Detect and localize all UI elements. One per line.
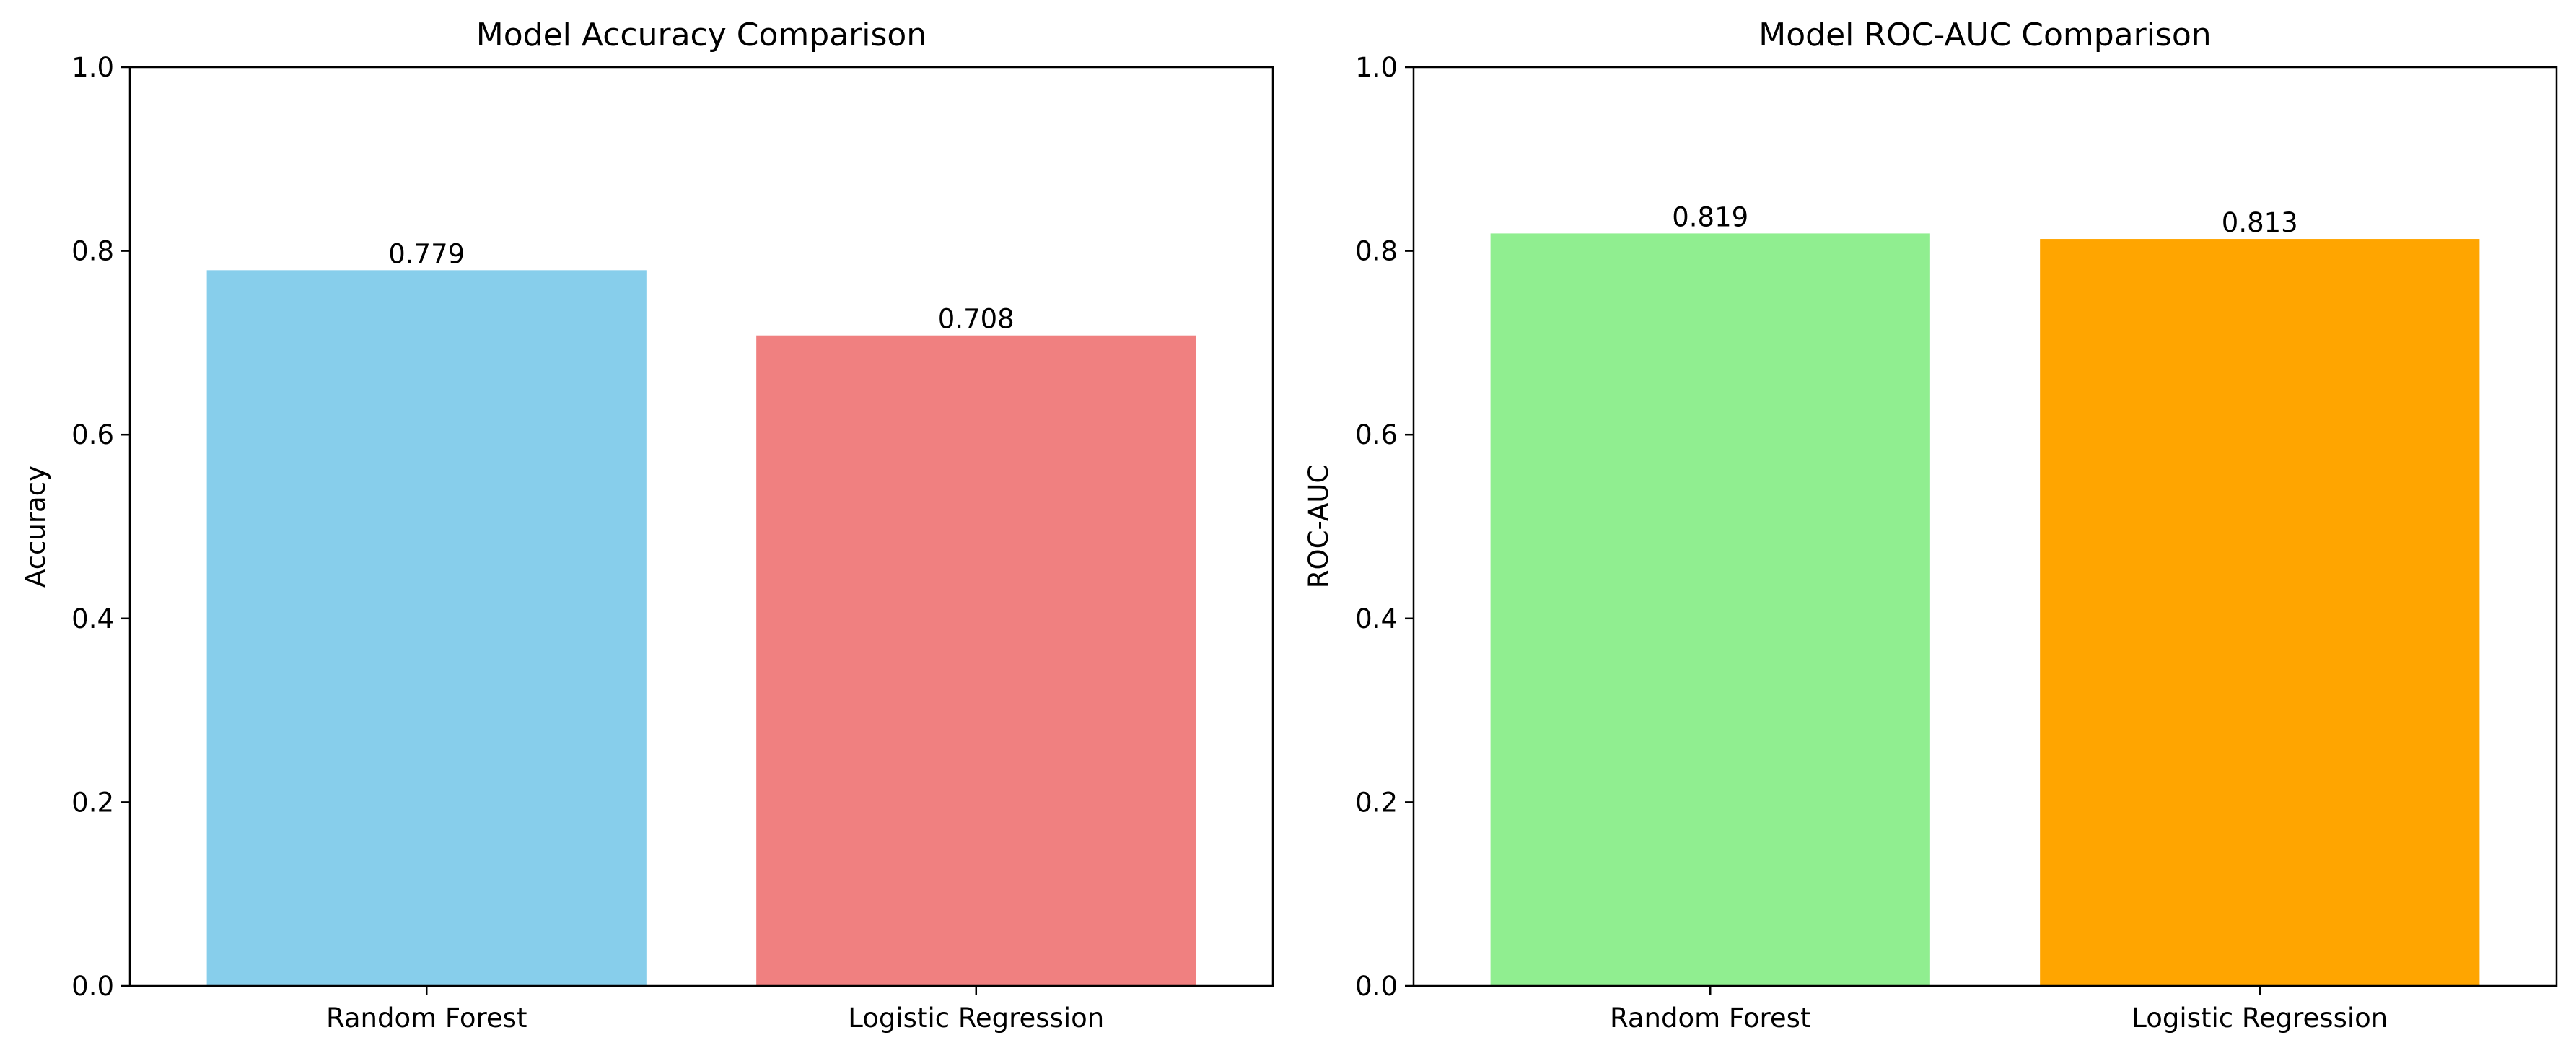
x-tick-label: Logistic Regression [848,1003,1104,1034]
y-tick-label: 0.4 [1355,603,1398,634]
chart-panel-2: 0.819 0.813 0.0 0.2 0.4 0.6 0.8 1.0 Random Fores… [1303,17,2558,1034]
bar-value-label: 0.708 [938,304,1015,335]
y-tick-label: 0.2 [1355,787,1398,818]
bar-value-label: 0.813 [2222,207,2298,238]
bar-2 [2040,239,2480,986]
x-tick-label: Random Forest [1610,1003,1811,1034]
y-tick-label: 0.8 [1355,236,1398,267]
y-tick-label: 1.0 [71,52,114,83]
y-axis-label: Accuracy [20,466,51,588]
y-tick-label: 0.6 [71,419,114,450]
x-tick-label: Random Forest [326,1003,527,1034]
y-tick-label: 0.0 [71,971,114,1002]
chart-panel-1: 0.779 0.708 0.0 0.2 0.4 0.6 0.8 1.0 Random Fores… [20,17,1274,1034]
axes-frame [128,66,1274,987]
bar-2 [756,335,1196,986]
y-tick-label: 0.4 [71,603,114,634]
chart-title: Model ROC-AUC Comparison [1758,17,2211,53]
x-tick-label: Logistic Regression [2132,1003,2388,1034]
bar-1 [1490,233,1930,987]
y-tick-label: 1.0 [1355,52,1398,83]
y-tick-label: 0.6 [1355,419,1398,450]
chart-title: Model Accuracy Comparison [476,17,926,53]
axes-frame [1412,66,2558,987]
y-tick-label: 0.2 [71,787,114,818]
bar-value-label: 0.779 [388,238,465,269]
y-tick-label: 0.8 [71,236,114,267]
y-tick-label: 0.0 [1355,971,1398,1002]
y-axis-label: ROC-AUC [1303,465,1334,588]
bar-value-label: 0.819 [1672,201,1748,232]
bar-1 [206,270,647,986]
